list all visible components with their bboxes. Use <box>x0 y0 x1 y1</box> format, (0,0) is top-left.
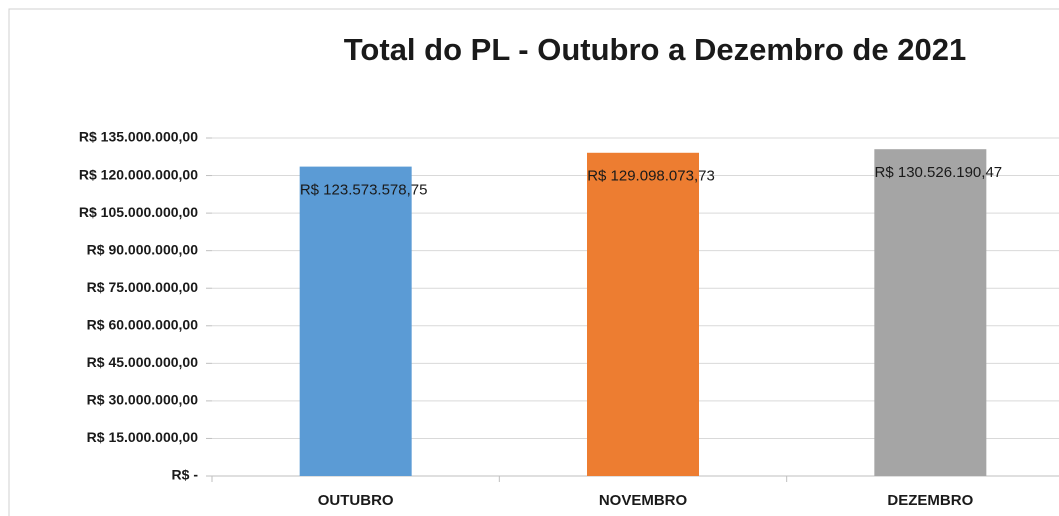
bar <box>874 149 987 476</box>
y-tick-label: R$ - <box>172 467 199 483</box>
data-label: R$ 130.526.190,47 <box>875 164 1003 181</box>
x-tick-label: NOVEMBRO <box>599 492 688 509</box>
bar <box>299 166 412 476</box>
y-tick-label: R$ 120.000.000,00 <box>79 166 198 182</box>
y-tick-label: R$ 45.000.000,00 <box>87 354 199 370</box>
y-tick-label: R$ 90.000.000,00 <box>87 241 199 257</box>
data-label: R$ 129.098.073,73 <box>587 168 715 185</box>
y-tick-label: R$ 135.000.000,00 <box>79 129 198 145</box>
x-tick-label: OUTUBRO <box>318 492 394 509</box>
y-tick-label: R$ 30.000.000,00 <box>87 392 199 408</box>
bar <box>587 152 699 476</box>
x-tick-label: DEZEMBRO <box>887 492 973 509</box>
y-tick-label: R$ 60.000.000,00 <box>87 316 199 332</box>
y-tick-label: R$ 105.000.000,00 <box>79 204 198 220</box>
y-tick-label: R$ 75.000.000,00 <box>87 279 199 295</box>
y-tick-label: R$ 15.000.000,00 <box>87 429 199 445</box>
chart-title: Total do PL - Outubro a Dezembro de 2021 <box>344 32 966 67</box>
data-label: R$ 123.573.578,75 <box>300 182 428 199</box>
